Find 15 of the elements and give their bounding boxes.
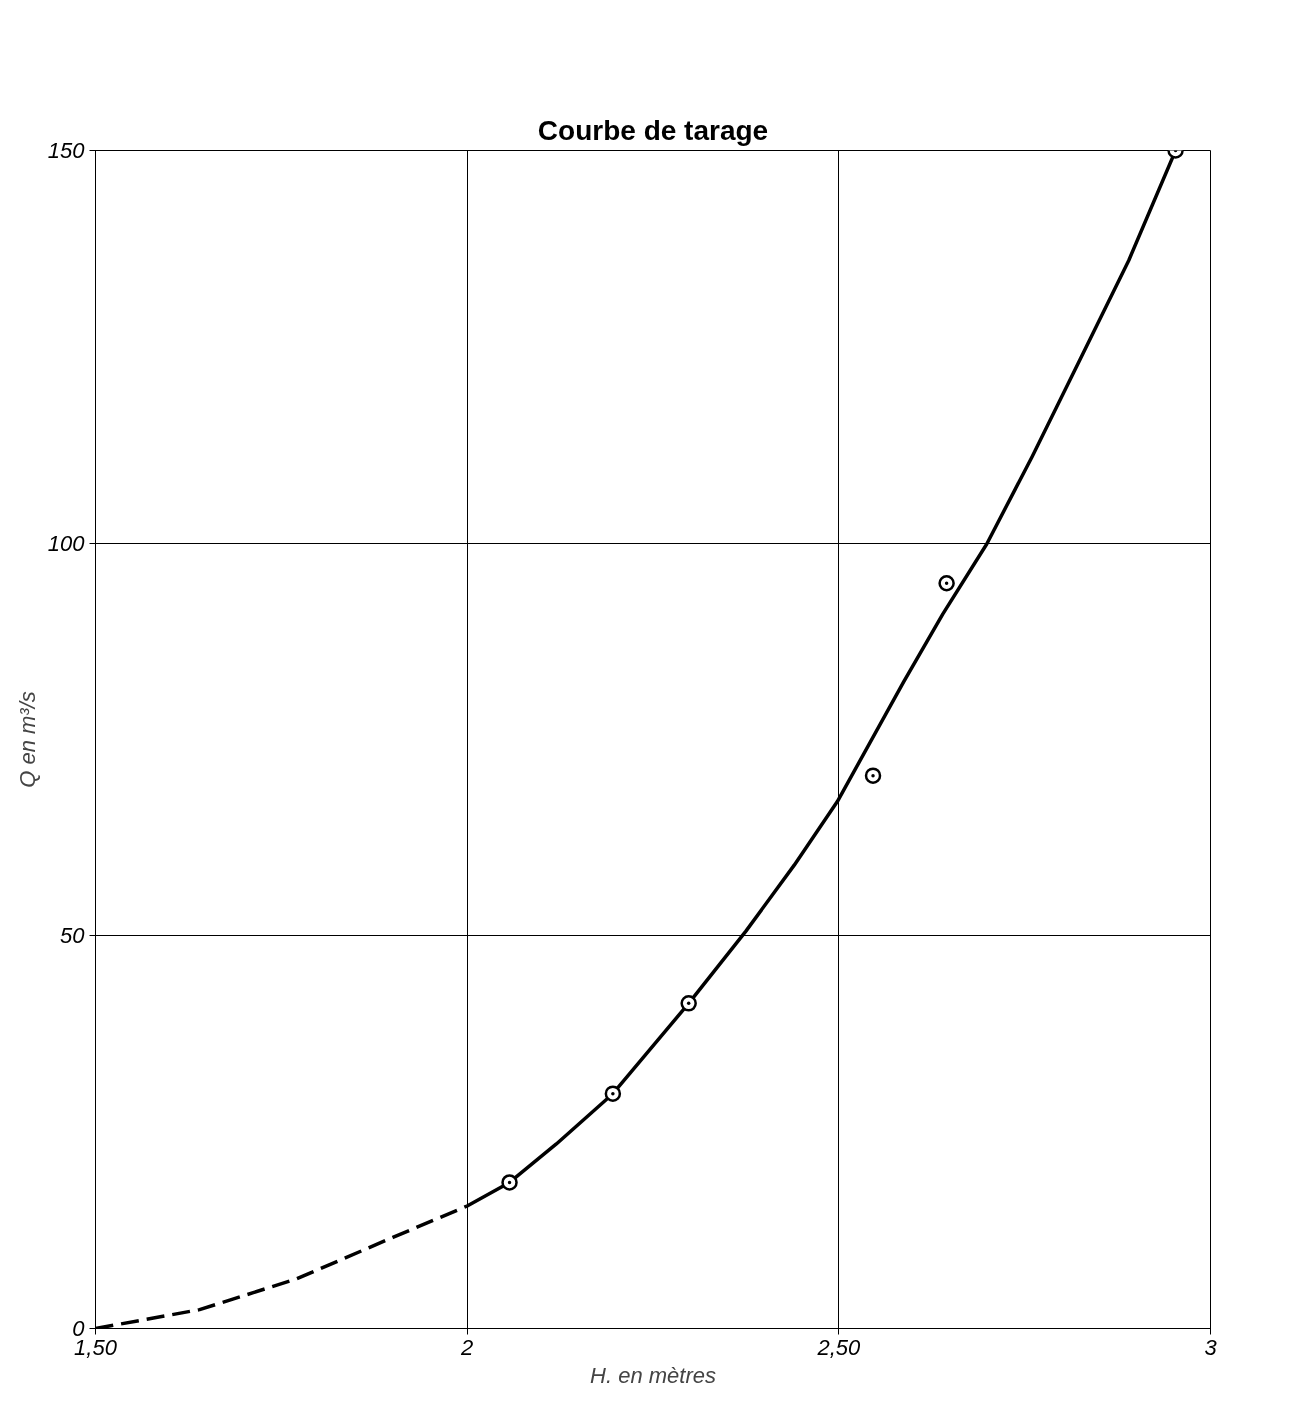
point xyxy=(938,574,955,592)
y-tick-label: 0 xyxy=(72,1316,86,1341)
point xyxy=(604,1085,622,1102)
x-tick-label: 2 xyxy=(460,1334,474,1360)
point xyxy=(680,995,697,1012)
point xyxy=(864,767,882,784)
y-tick-label: 50 xyxy=(60,923,86,949)
y-tick-label: 100 xyxy=(47,530,86,556)
x-tick-label: 2,50 xyxy=(816,1334,862,1360)
x-tick-label: 3 xyxy=(1204,1334,1218,1360)
y-axis-title: Q en m³/s xyxy=(14,691,40,788)
y-tick-label: 150 xyxy=(47,138,86,163)
chart-title: Courbe de tarage xyxy=(537,114,769,146)
point xyxy=(501,1174,518,1191)
x-axis-title: H. en mètres xyxy=(590,1362,716,1388)
